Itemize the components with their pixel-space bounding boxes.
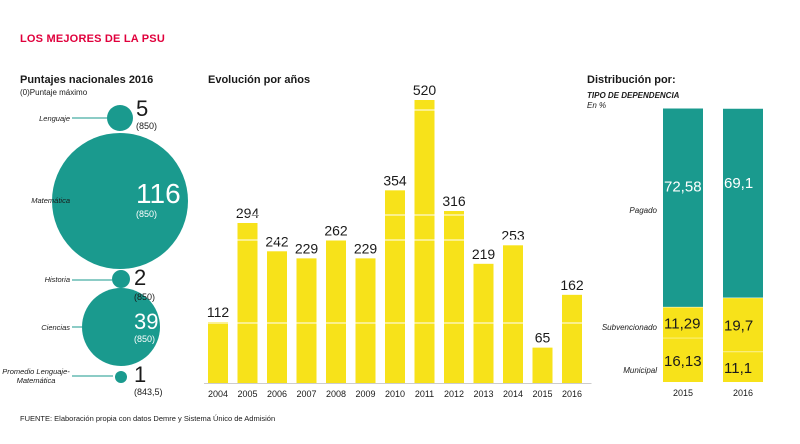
stack-segment-subvencionado (723, 297, 763, 352)
bar-value-label: 229 (354, 240, 378, 256)
bubble-label-matematica: Matemática (31, 196, 70, 205)
year-tick-label: 2013 (473, 389, 493, 399)
bar-2011 (414, 100, 435, 383)
bar-value-label: 262 (324, 222, 348, 238)
bubble-ciencias (82, 288, 160, 366)
bubble-historia (112, 270, 130, 288)
bubble-max-historia: (850) (134, 292, 156, 302)
bar-value-label: 112 (207, 304, 230, 320)
bar-value-label: 520 (413, 82, 437, 98)
bubble-label-lenguaje: Lenguaje (39, 114, 70, 123)
bar-value-label: 354 (383, 172, 407, 188)
bubble-value-lenguaje: 5 (136, 96, 149, 121)
bubble-value-promedio: 1 (134, 362, 147, 387)
source-note: FUENTE: Elaboración propia con datos Dem… (20, 414, 276, 423)
year-tick-label: 2005 (237, 389, 257, 399)
bar-2005 (237, 222, 258, 383)
bar-2012 (444, 211, 464, 383)
year-tick-label: 2010 (385, 389, 405, 399)
year-tick-label: 2016 (562, 389, 582, 399)
bubble-value-ciencias: 39 (134, 311, 159, 333)
stack-value-label: 16,13 (664, 353, 702, 370)
series-label-subvencionado: Subvencionado (602, 323, 658, 332)
bar-2014 (503, 245, 523, 383)
year-tick-label: 2012 (444, 389, 464, 399)
bar-2015 (532, 347, 553, 383)
bubble-max-matematica: (850) (136, 209, 158, 219)
bar-value-label: 242 (265, 233, 289, 249)
bubble-max-lenguaje: (850) (136, 121, 158, 131)
bubble-matematica (52, 133, 188, 269)
year-tick-label: 2015 (532, 389, 552, 399)
year-tick-label: 2014 (503, 389, 523, 399)
bubble-chart-title: Puntajes nacionales 2016 (20, 74, 154, 86)
bubble-lenguaje (107, 105, 133, 131)
bubble-label-ciencias: Ciencias (41, 323, 70, 332)
bubble-max-ciencias: (850) (134, 334, 156, 344)
bubble-max-promedio: (843,5) (134, 387, 163, 397)
bubble-value-matematica: 116 (136, 178, 181, 209)
stack-segment-subvencionado (663, 306, 703, 338)
bar-2008 (326, 240, 346, 383)
bubble-chart (52, 105, 188, 383)
year-tick-label: 2008 (326, 389, 346, 399)
stack-chart-title: Distribución por: (587, 74, 676, 86)
year-tick-label: 2011 (415, 389, 434, 399)
stack-segment-pagado (663, 108, 703, 307)
bubble-label-promedio: Promedio Lenguaje-Matemática (2, 367, 70, 385)
year-tick-label: 2004 (208, 389, 228, 399)
bar-2004 (208, 322, 228, 383)
stack-value-label: 72,58 (664, 179, 702, 196)
infographic-title: LOS MEJORES DE LA PSU (20, 33, 165, 45)
bubble-value-historia: 2 (134, 265, 147, 290)
stack-value-label: 69,1 (724, 175, 753, 192)
bar-value-label: 316 (442, 193, 466, 209)
stack-segment-municipal (723, 351, 763, 382)
bubble-promedio (115, 371, 127, 383)
year-tick-label: 2009 (355, 389, 375, 399)
series-label-municipal: Municipal (623, 366, 657, 375)
bar-value-label: 253 (501, 227, 525, 243)
bar-2016 (562, 294, 582, 383)
stack-year-label: 2016 (733, 388, 753, 398)
stack-segment-municipal (663, 337, 703, 382)
bar-value-label: 229 (295, 240, 319, 256)
bar-2010 (385, 190, 405, 383)
bubble-label-historia: Historia (44, 275, 70, 284)
bar-2009 (355, 258, 376, 383)
stack-year-label: 2015 (673, 388, 693, 398)
bar-chart-title: Evolución por años (208, 74, 311, 86)
stack-chart-subtitle: TIPO DE DEPENDENCIA (587, 91, 680, 100)
bar-2006 (267, 251, 287, 383)
series-label-pagado: Pagado (629, 206, 657, 215)
bar-value-label: 65 (535, 330, 551, 346)
stack-value-label: 11,1 (724, 360, 752, 377)
bar-value-label: 162 (560, 277, 584, 293)
year-tick-label: 2006 (267, 389, 287, 399)
bubble-chart-subtitle: (0)Puntaje máximo (20, 88, 88, 97)
stack-value-label: 19,7 (724, 318, 753, 335)
year-tick-label: 2007 (296, 389, 316, 399)
stack-segment-pagado (723, 108, 763, 298)
bar-value-label: 294 (236, 205, 260, 221)
bar-value-label: 219 (472, 246, 496, 262)
bar-2007 (296, 258, 317, 383)
stack-chart-unit: En % (587, 101, 607, 110)
stack-value-label: 11,29 (664, 315, 700, 332)
